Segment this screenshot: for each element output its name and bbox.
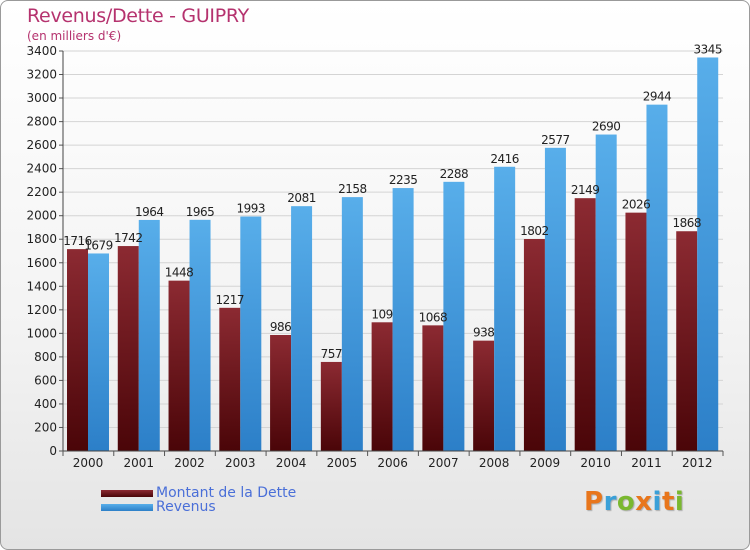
y-tick-label: 2200 <box>26 185 57 199</box>
y-tick-label: 200 <box>34 420 57 434</box>
y-tick-label: 2600 <box>26 138 57 152</box>
y-tick-label: 600 <box>34 373 57 387</box>
bar-debt <box>270 335 292 451</box>
bar-debt <box>320 361 342 451</box>
logo-letter: x <box>635 487 653 517</box>
bar-debt <box>523 239 545 451</box>
data-label-debt: 1742 <box>114 231 143 245</box>
data-label-debt: 1868 <box>672 216 701 230</box>
bar-revenue <box>392 188 414 451</box>
data-label-debt: 1068 <box>419 310 448 324</box>
data-label-revenue: 1965 <box>186 205 215 219</box>
y-tick-label: 3400 <box>26 44 57 58</box>
bar-revenue <box>646 104 668 451</box>
x-tick-label: 2012 <box>682 456 713 470</box>
data-label-revenue: 2944 <box>643 90 672 104</box>
bar-revenue <box>240 216 262 451</box>
data-label-revenue: 3345 <box>693 42 722 56</box>
bar-revenue <box>88 253 109 451</box>
y-tick-label: 1400 <box>26 279 57 293</box>
bar-revenue <box>341 197 363 451</box>
y-tick-label: 0 <box>49 444 57 458</box>
y-tick-label: 1000 <box>26 326 57 340</box>
bar-debt <box>473 340 495 451</box>
bar-revenue <box>595 134 617 451</box>
y-tick-label: 2800 <box>26 115 57 129</box>
legend-label-debt: Montant de la Dette <box>156 485 297 501</box>
logo-letter: i <box>652 487 662 517</box>
x-tick-label: 2009 <box>530 456 561 470</box>
x-tick-label: 2007 <box>428 456 459 470</box>
x-tick-label: 2002 <box>174 456 205 470</box>
x-tick-label: 2005 <box>327 456 358 470</box>
y-tick-label: 1200 <box>26 303 57 317</box>
x-tick-label: 2011 <box>631 456 662 470</box>
x-tick-label: 2010 <box>580 456 611 470</box>
x-tick-label: 2001 <box>123 456 154 470</box>
y-tick-label: 800 <box>34 350 57 364</box>
x-tick-label: 2003 <box>225 456 256 470</box>
logo-letter: i <box>674 487 685 517</box>
bar-debt <box>422 325 444 451</box>
data-label-revenue: 1993 <box>237 202 266 216</box>
data-label-debt: 986 <box>270 320 291 334</box>
legend-swatch-revenue <box>101 504 153 511</box>
logo-letter: o <box>616 487 636 517</box>
data-label-debt: 757 <box>321 347 342 361</box>
x-tick-label: 2000 <box>73 456 104 470</box>
legend-swatch-debt <box>101 490 153 497</box>
y-tick-label: 2400 <box>26 162 57 176</box>
data-label-debt: 938 <box>473 326 494 340</box>
bar-debt <box>371 322 393 451</box>
data-label-debt: 2026 <box>622 198 651 212</box>
bar-debt <box>574 198 596 451</box>
logo-letter: P <box>584 487 604 517</box>
bar-revenue <box>138 219 160 451</box>
data-label-debt: 1448 <box>165 266 194 280</box>
data-label-revenue: 2288 <box>440 167 469 181</box>
chart-subtitle: (en milliers d'€) <box>27 29 122 43</box>
bar-debt <box>676 231 698 451</box>
y-tick-label: 400 <box>34 397 57 411</box>
data-label-debt: 1716 <box>63 234 92 248</box>
data-label-revenue: 1964 <box>135 205 164 219</box>
bar-debt <box>67 249 88 451</box>
data-label-debt: 2149 <box>571 183 600 197</box>
x-tick-label: 2004 <box>276 456 307 470</box>
bar-revenue <box>697 57 719 452</box>
logo-letter: r <box>603 487 617 517</box>
x-tick-label: 2006 <box>377 456 408 470</box>
data-label-debt: 1802 <box>520 224 549 238</box>
bar-revenue <box>189 219 211 451</box>
x-tick-label: 2008 <box>479 456 510 470</box>
bar-debt <box>117 246 139 451</box>
bar-debt <box>168 280 190 451</box>
bar-revenue <box>494 166 516 451</box>
y-tick-label: 3200 <box>26 68 57 82</box>
data-label-revenue: 2235 <box>389 173 418 187</box>
y-tick-label: 1600 <box>26 256 57 270</box>
data-label-revenue: 2690 <box>592 120 621 134</box>
data-label-revenue: 2081 <box>287 191 316 205</box>
bar-debt <box>625 212 647 451</box>
legend-label-revenue: Revenus <box>156 499 216 515</box>
chart-title: Revenus/Dette - GUIPRY <box>27 5 249 27</box>
y-tick-label: 3000 <box>26 91 57 105</box>
bar-revenue <box>291 206 313 451</box>
proxiti-logo: Proxiti <box>584 487 684 517</box>
bar-debt <box>219 307 241 451</box>
data-label-debt: 1217 <box>216 293 245 307</box>
data-label-revenue: 2577 <box>541 133 570 147</box>
y-tick-label: 1800 <box>26 232 57 246</box>
data-label-revenue: 2158 <box>338 182 367 196</box>
bar-revenue <box>544 147 566 451</box>
data-label-revenue: 1679 <box>84 238 113 252</box>
data-label-debt: 109 <box>371 307 392 321</box>
data-label-revenue: 2416 <box>490 152 519 166</box>
bar-revenue <box>443 181 465 451</box>
y-tick-label: 2000 <box>26 209 57 223</box>
logo-letter: t <box>661 487 675 517</box>
